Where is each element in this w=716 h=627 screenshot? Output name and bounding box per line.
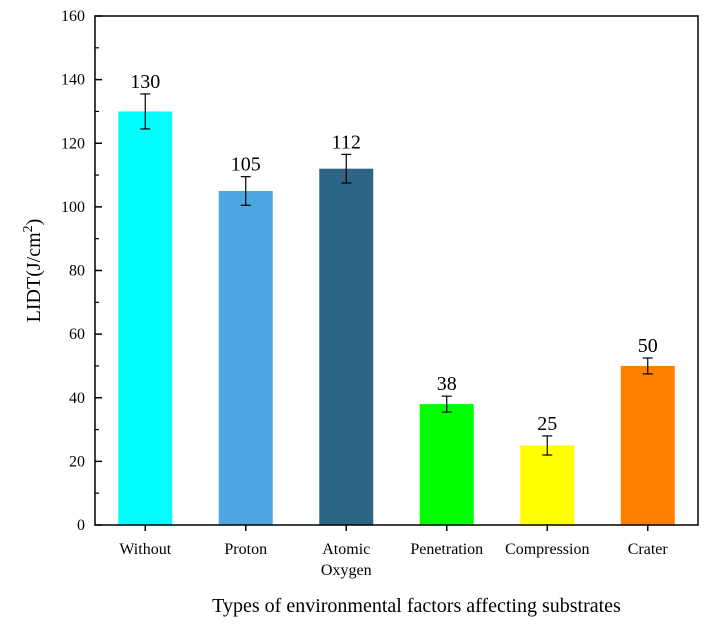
bar xyxy=(620,365,675,525)
x-tick-label: Compression xyxy=(505,541,589,558)
y-tick-label: 60 xyxy=(69,326,85,343)
y-tick-label: 160 xyxy=(61,8,85,25)
bars xyxy=(118,111,675,525)
x-tick-label-line: Atomic xyxy=(322,541,370,558)
data-label: 112 xyxy=(332,131,361,153)
data-label: 50 xyxy=(638,335,658,357)
y-axis-ticks: 0 20 40 60 80 100 120 140 160 xyxy=(61,8,102,534)
data-label: 25 xyxy=(537,413,557,435)
data-label: 105 xyxy=(231,154,261,176)
bar xyxy=(520,445,575,525)
x-tick-label-line: Crater xyxy=(628,541,669,558)
y-axis-title-superscript: 2 xyxy=(21,225,36,232)
y-tick-label: 40 xyxy=(69,390,85,407)
x-tick-label-line: Without xyxy=(119,541,171,558)
x-tick-label: Without xyxy=(119,541,171,558)
error-bars xyxy=(140,93,653,456)
y-tick-label: 80 xyxy=(69,263,85,280)
bar xyxy=(319,168,374,525)
x-tick-label-line: Proton xyxy=(224,541,267,558)
bar xyxy=(419,404,474,525)
y-tick-label: 0 xyxy=(77,517,85,534)
x-tick-label: Proton xyxy=(224,541,267,558)
y-tick-label: 120 xyxy=(61,135,85,152)
x-axis-tick-labels: Without Proton Atomic Oxygen Penetration Comp… xyxy=(119,525,668,579)
x-tick-label: Penetration xyxy=(410,541,483,558)
bar xyxy=(118,111,173,525)
y-tick-label: 20 xyxy=(69,453,85,470)
y-axis-title-suffix: ) xyxy=(23,219,45,226)
x-tick-label: Atomic Oxygen xyxy=(321,541,372,579)
data-label: 38 xyxy=(437,373,457,395)
y-axis-title-main: LIDT(J/cm xyxy=(23,232,45,322)
data-label: 130 xyxy=(130,71,160,93)
x-tick-label-line: Compression xyxy=(505,541,589,558)
y-tick-label: 100 xyxy=(61,199,85,216)
x-tick-label-line: Oxygen xyxy=(321,562,372,579)
x-tick-label: Crater xyxy=(628,541,669,558)
bar xyxy=(218,190,273,525)
plot-frame xyxy=(94,15,699,526)
y-tick-label: 140 xyxy=(61,72,85,89)
x-tick-label-line: Penetration xyxy=(410,541,483,558)
data-labels: 130 105 112 38 25 50 xyxy=(130,71,658,435)
x-axis-title: Types of environmental factors affecting… xyxy=(212,595,621,617)
y-axis-title: LIDT(J/cm2) xyxy=(21,219,45,323)
